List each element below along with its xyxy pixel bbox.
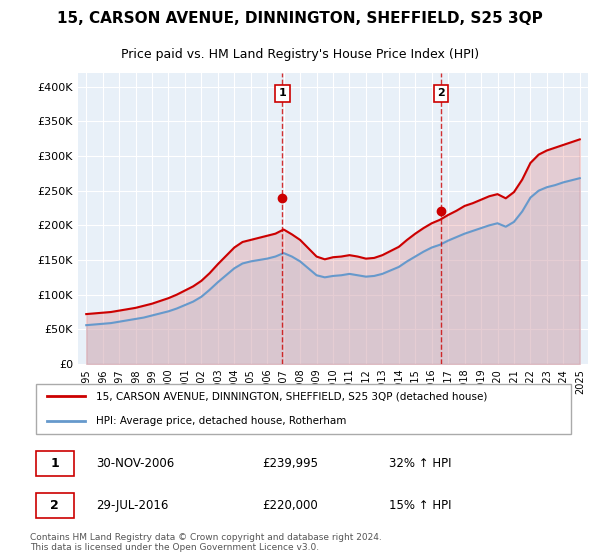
Text: HPI: Average price, detached house, Rotherham: HPI: Average price, detached house, Roth…: [96, 416, 347, 426]
Text: 2: 2: [437, 88, 445, 98]
Text: 32% ↑ HPI: 32% ↑ HPI: [389, 457, 451, 470]
Text: 29-JUL-2016: 29-JUL-2016: [96, 499, 169, 512]
Text: 15, CARSON AVENUE, DINNINGTON, SHEFFIELD, S25 3QP (detached house): 15, CARSON AVENUE, DINNINGTON, SHEFFIELD…: [96, 391, 488, 402]
FancyBboxPatch shape: [35, 493, 74, 518]
Text: Price paid vs. HM Land Registry's House Price Index (HPI): Price paid vs. HM Land Registry's House …: [121, 48, 479, 61]
Text: 15, CARSON AVENUE, DINNINGTON, SHEFFIELD, S25 3QP: 15, CARSON AVENUE, DINNINGTON, SHEFFIELD…: [57, 11, 543, 26]
FancyBboxPatch shape: [35, 384, 571, 434]
Text: £239,995: £239,995: [262, 457, 318, 470]
Text: Contains HM Land Registry data © Crown copyright and database right 2024.
This d: Contains HM Land Registry data © Crown c…: [30, 533, 382, 552]
Text: £220,000: £220,000: [262, 499, 317, 512]
Text: 15% ↑ HPI: 15% ↑ HPI: [389, 499, 451, 512]
Text: 30-NOV-2006: 30-NOV-2006: [96, 457, 175, 470]
Text: 1: 1: [50, 457, 59, 470]
Text: 2: 2: [50, 499, 59, 512]
Text: 1: 1: [278, 88, 286, 98]
FancyBboxPatch shape: [35, 451, 74, 476]
